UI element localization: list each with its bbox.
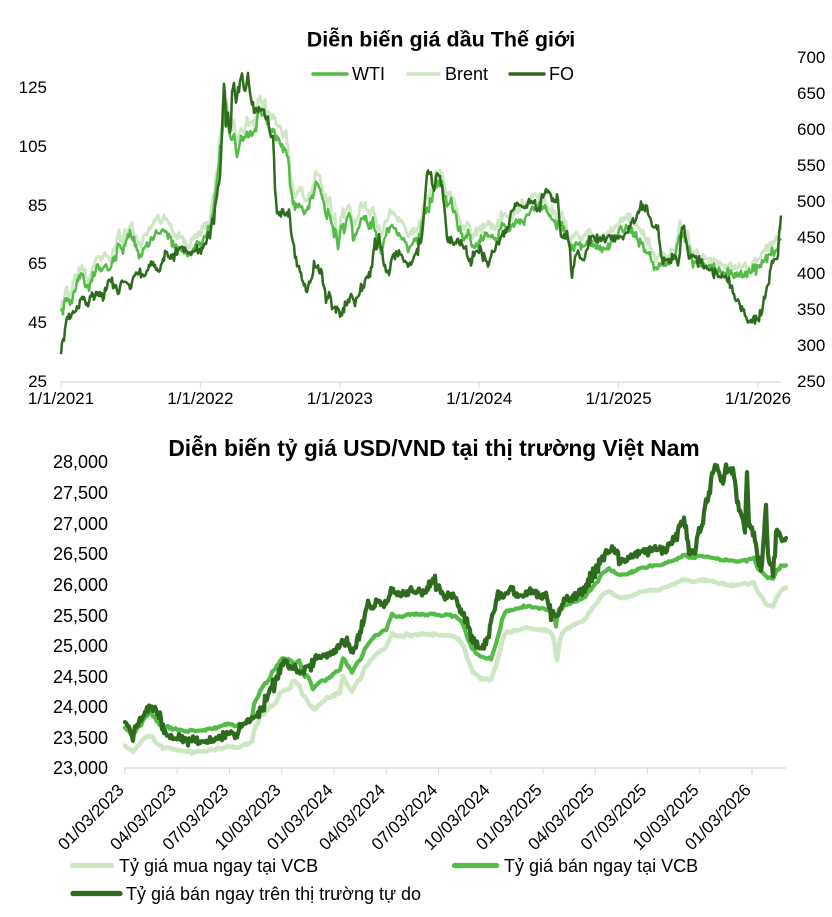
- svg-text:Brent: Brent: [445, 64, 488, 84]
- svg-text:23,000: 23,000: [53, 758, 108, 778]
- svg-text:450: 450: [797, 228, 825, 247]
- svg-text:700: 700: [797, 48, 825, 67]
- svg-text:600: 600: [797, 120, 825, 139]
- svg-text:Tỷ giá mua ngay tại VCB: Tỷ giá mua ngay tại VCB: [119, 856, 318, 876]
- svg-text:25,500: 25,500: [53, 606, 108, 626]
- svg-text:1/1/2026: 1/1/2026: [725, 389, 791, 408]
- svg-text:26,000: 26,000: [53, 575, 108, 595]
- svg-text:1/1/2021: 1/1/2021: [28, 389, 94, 408]
- svg-text:25,000: 25,000: [53, 636, 108, 656]
- svg-text:25: 25: [28, 372, 47, 391]
- svg-text:Diễn biến giá dầu Thế giới: Diễn biến giá dầu Thế giới: [307, 27, 576, 52]
- svg-text:650: 650: [797, 84, 825, 103]
- svg-text:1/1/2024: 1/1/2024: [446, 389, 512, 408]
- svg-text:300: 300: [797, 336, 825, 355]
- svg-text:1/1/2025: 1/1/2025: [586, 389, 652, 408]
- svg-text:65: 65: [28, 254, 47, 273]
- svg-text:26,500: 26,500: [53, 544, 108, 564]
- svg-text:28,000: 28,000: [53, 452, 108, 472]
- svg-text:Tỷ giá bán ngay trên thị trườn: Tỷ giá bán ngay trên thị trường tự do: [126, 884, 421, 904]
- svg-text:400: 400: [797, 264, 825, 283]
- svg-text:105: 105: [19, 137, 47, 156]
- svg-text:24,500: 24,500: [53, 667, 108, 687]
- svg-text:250: 250: [797, 372, 825, 391]
- svg-text:WTI: WTI: [352, 64, 385, 84]
- svg-text:500: 500: [797, 192, 825, 211]
- svg-text:1/1/2022: 1/1/2022: [167, 389, 233, 408]
- svg-text:27,500: 27,500: [53, 483, 108, 503]
- svg-text:550: 550: [797, 156, 825, 175]
- svg-text:24,000: 24,000: [53, 697, 108, 717]
- svg-text:45: 45: [28, 313, 47, 332]
- svg-text:Diễn biến tỷ giá USD/VND tại t: Diễn biến tỷ giá USD/VND tại thị trường …: [168, 435, 699, 461]
- svg-text:85: 85: [28, 196, 47, 215]
- svg-text:350: 350: [797, 300, 825, 319]
- svg-text:FO: FO: [549, 64, 574, 84]
- svg-text:1/1/2023: 1/1/2023: [307, 389, 373, 408]
- svg-text:27,000: 27,000: [53, 514, 108, 534]
- svg-text:125: 125: [19, 78, 47, 97]
- svg-text:Tỷ giá bán ngay tại VCB: Tỷ giá bán ngay tại VCB: [504, 856, 698, 876]
- svg-text:23,500: 23,500: [53, 728, 108, 748]
